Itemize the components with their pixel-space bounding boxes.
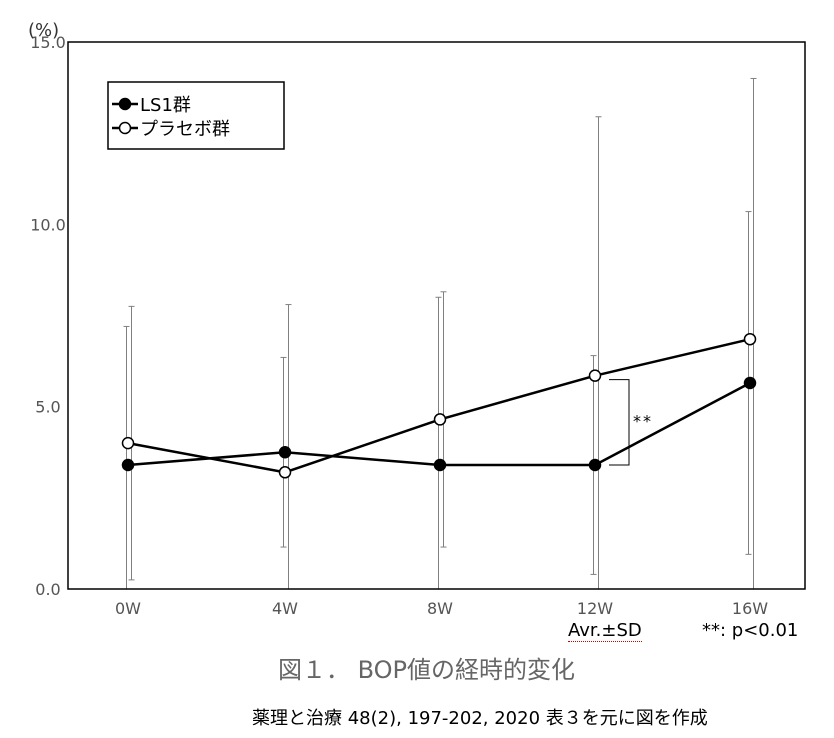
y-tick-label: 5.0 [35,398,60,417]
error-bars [123,77,757,589]
y-tick-label: 15.0 [30,33,66,52]
data-point-ls1 [588,458,602,472]
y-axis-unit-label: (%) [28,20,59,41]
x-tick-label: 0W [115,599,141,618]
legend-box [107,81,285,150]
data-point-ls1 [433,458,447,472]
data-markers [121,332,757,479]
data-point-placebo [588,369,602,382]
x-tick-label: 12W [577,599,613,618]
x-tick-label: 8W [427,599,453,618]
y-tick-label: 10.0 [30,215,66,234]
data-point-ls1 [121,458,135,472]
legend-marker-placebo [118,121,132,135]
legend-label-placebo: プラセボ群 [140,119,230,140]
data-point-placebo [121,436,135,450]
y-axis-ticks: 0.0 5.0 10.0 15.0 [30,33,66,599]
significance-marker: ** [633,411,653,430]
x-tick-label: 16W [732,599,768,618]
x-axis-ticks: 0W 4W 8W 12W 16W [115,599,768,618]
legend-label-ls1: LS1群 [140,95,191,116]
plot-area-frame [67,41,806,590]
data-point-placebo [433,413,447,426]
legend-marker-ls1 [118,97,132,111]
source-note: 薬理と治療 48(2), 197-202, 2020 表３を元に図を作成 [252,708,708,729]
legend: LS1群 プラセボ群 [107,81,285,150]
data-point-ls1 [278,446,292,459]
data-point-placebo [278,466,292,479]
figure-caption: 図１． BOP値の経時的変化 [278,656,576,684]
avr-sd-note: Avr.±SD [568,620,642,642]
x-tick-label: 4W [272,599,298,618]
significance-bracket [609,379,630,466]
significance-note: **: p<0.01 [702,620,799,641]
data-point-ls1 [743,376,757,390]
y-tick-label: 0.0 [35,580,60,599]
data-point-placebo [743,332,757,346]
